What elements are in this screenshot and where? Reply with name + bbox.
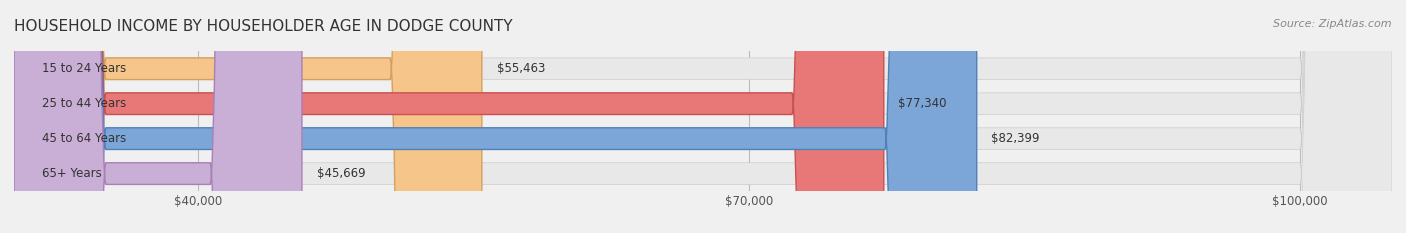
FancyBboxPatch shape [14,0,1392,233]
Text: $45,669: $45,669 [316,167,366,180]
Text: $77,340: $77,340 [898,97,948,110]
FancyBboxPatch shape [14,0,884,233]
Text: 25 to 44 Years: 25 to 44 Years [42,97,127,110]
Text: $82,399: $82,399 [991,132,1040,145]
Text: HOUSEHOLD INCOME BY HOUSEHOLDER AGE IN DODGE COUNTY: HOUSEHOLD INCOME BY HOUSEHOLDER AGE IN D… [14,19,513,34]
FancyBboxPatch shape [14,0,482,233]
Text: Source: ZipAtlas.com: Source: ZipAtlas.com [1274,19,1392,29]
Text: 15 to 24 Years: 15 to 24 Years [42,62,127,75]
FancyBboxPatch shape [14,0,1392,233]
Text: $55,463: $55,463 [496,62,546,75]
Text: 45 to 64 Years: 45 to 64 Years [42,132,127,145]
FancyBboxPatch shape [14,0,1392,233]
FancyBboxPatch shape [14,0,1392,233]
FancyBboxPatch shape [14,0,977,233]
Text: 65+ Years: 65+ Years [42,167,101,180]
FancyBboxPatch shape [14,0,302,233]
